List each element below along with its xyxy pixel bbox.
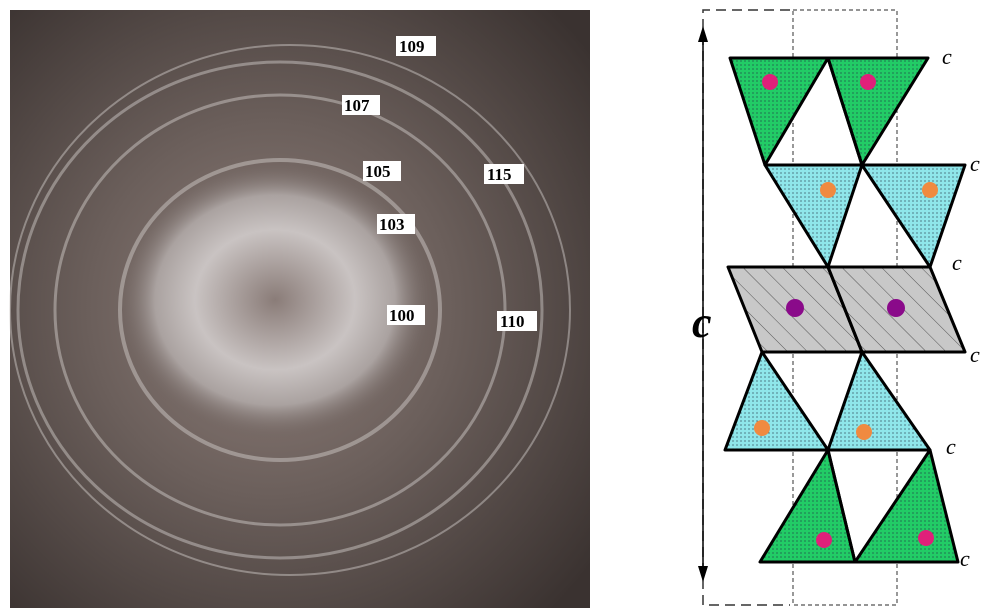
reflection-label: 110	[500, 312, 525, 331]
reflection-label: 109	[399, 37, 425, 56]
reflection-label: 103	[379, 215, 405, 234]
layer-label: c	[952, 250, 962, 275]
reflection-label: 107	[344, 96, 370, 115]
layer-label: c	[946, 434, 956, 459]
layer-label: c	[960, 546, 970, 571]
layer-label: c	[970, 342, 980, 367]
reflection-label: 105	[365, 162, 391, 181]
axis-label: c	[692, 298, 712, 347]
figure: 109 107 105 115 103 100 110 c c c c c c …	[0, 0, 982, 608]
structure-diagram: c c c c c c c	[692, 10, 980, 605]
page: 109 107 105 115 103 100 110 c c c c c c …	[0, 0, 982, 608]
reflection-label: 115	[487, 165, 512, 184]
layer-label: c	[942, 44, 952, 69]
diffraction-image	[10, 10, 590, 608]
reflection-label: 100	[389, 306, 415, 325]
layer-label: c	[970, 151, 980, 176]
